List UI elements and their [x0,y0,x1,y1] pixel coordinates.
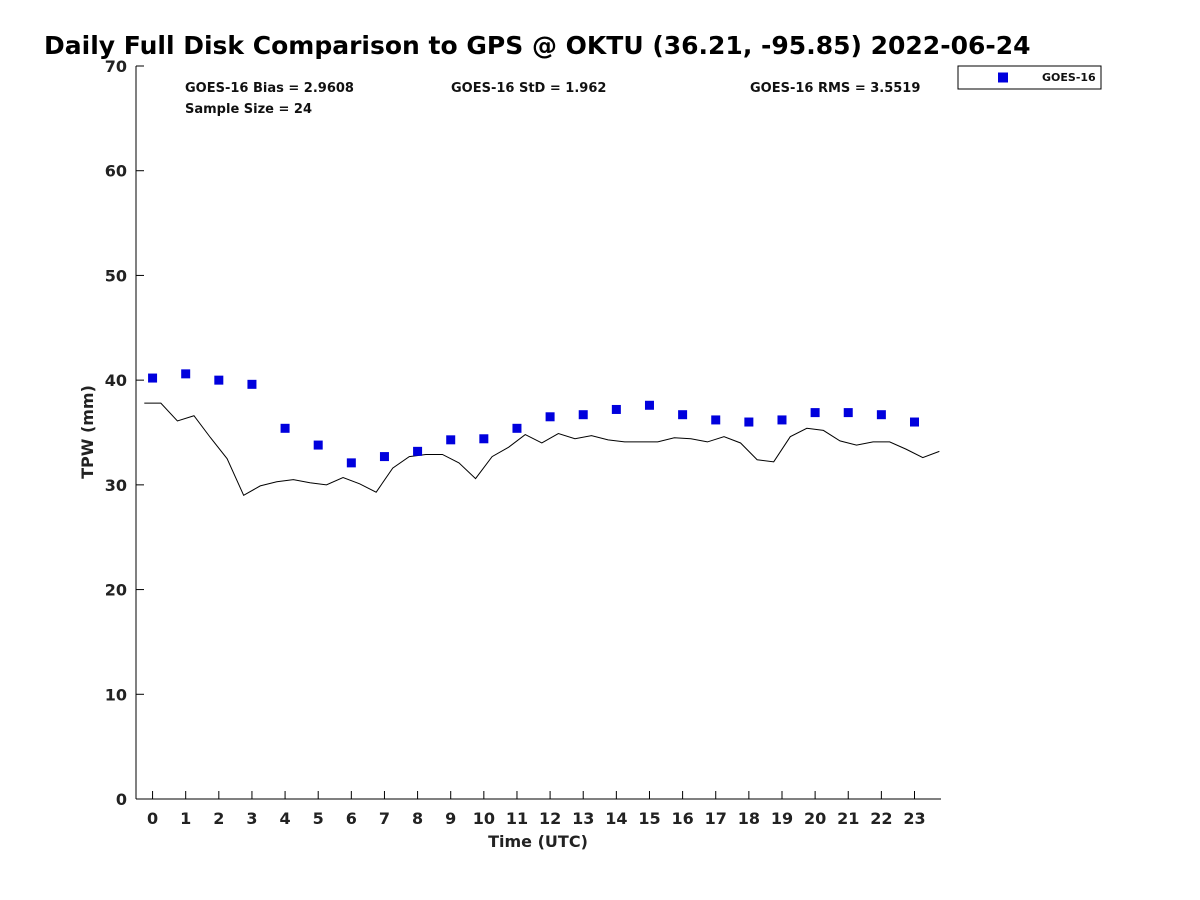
sample-size-stat: Sample Size = 24 [185,102,312,117]
rms-stat: GOES-16 RMS = 3.5519 [750,81,920,96]
goes-16-point [644,400,654,410]
legend: GOES-16 [957,65,1102,90]
x-tick-label: 17 [705,809,727,828]
goes-16-point [578,410,588,420]
goes-16-point [611,404,621,414]
x-tick-label: 14 [605,809,627,828]
x-tick-label: 10 [473,809,495,828]
goes-16-point [777,415,787,425]
goes-16-point [247,379,257,389]
goes-16-point [909,417,919,427]
goes-16-point [379,452,389,462]
goes-16-point [280,423,290,433]
y-tick-label: 20 [105,581,127,600]
legend-box [957,65,1102,90]
x-tick-label: 22 [870,809,892,828]
x-tick-label: 23 [903,809,925,828]
goes-16-point [479,434,489,444]
x-tick-label: 3 [246,809,257,828]
goes-16-point [545,412,555,422]
x-tick-label: 13 [572,809,594,828]
goes-16-point [876,410,886,420]
goes-16-point [711,415,721,425]
goes-16-point [744,417,754,427]
bias-stat: GOES-16 Bias = 2.9608 [185,81,354,96]
x-tick-label: 15 [638,809,660,828]
x-tick-label: 4 [280,809,291,828]
x-tick-label: 7 [379,809,390,828]
goes-16-point [181,369,191,379]
x-tick-label: 18 [738,809,760,828]
x-tick-label: 21 [837,809,859,828]
x-tick-label: 2 [213,809,224,828]
x-tick-label: 0 [147,809,158,828]
x-tick-label: 11 [506,809,528,828]
x-axis-label: Time (UTC) [488,832,588,851]
x-tick-label: 9 [445,809,456,828]
y-tick-label: 0 [116,790,127,809]
x-tick-label: 19 [771,809,793,828]
x-tick-label: 6 [346,809,357,828]
goes-16-point [446,435,456,445]
goes-16-point [843,408,853,418]
x-tick-label: 20 [804,809,826,828]
chart-title: Daily Full Disk Comparison to GPS @ OKTU… [44,31,1031,60]
goes-16-point [512,423,522,433]
x-tick-label: 12 [539,809,561,828]
legend-label-goes-16: GOES-16 [1042,71,1096,84]
x-tick-label: 5 [313,809,324,828]
goes-16-point [214,375,224,385]
goes-16-point [313,440,323,450]
x-tick-label: 1 [180,809,191,828]
x-tick-label: 8 [412,809,423,828]
y-tick-label: 60 [105,162,127,181]
y-tick-label: 30 [105,476,127,495]
goes-16-point [810,408,820,418]
y-tick-label: 50 [105,266,127,285]
goes-16-point [413,446,423,456]
y-axis-label: TPW (mm) [78,385,97,479]
goes-16-point [346,458,356,468]
legend-marker-goes-16 [998,72,1008,83]
gps-tpw-line [144,402,940,497]
goes-16-point [678,410,688,420]
y-tick-label: 10 [105,685,127,704]
goes-16-point [148,373,158,383]
y-tick-label: 70 [105,57,127,76]
x-tick-label: 16 [671,809,693,828]
std-stat: GOES-16 StD = 1.962 [451,81,606,96]
y-tick-label: 40 [105,371,127,390]
